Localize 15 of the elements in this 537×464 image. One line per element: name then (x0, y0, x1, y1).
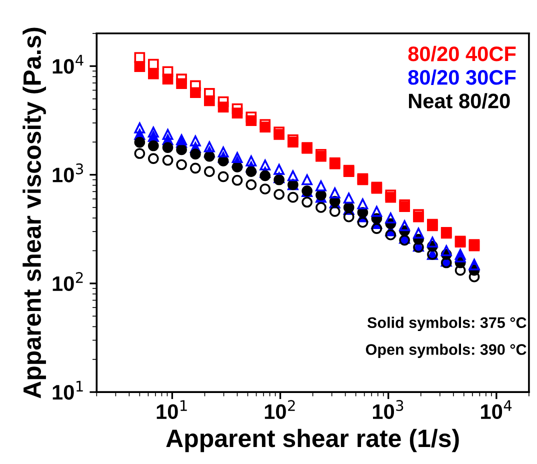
x-tick-label: 10$^{2}$ (264, 400, 295, 420)
text: 80/20 40CF (408, 46, 516, 62)
x-axis-title: Apparent shear rate (1/s) (166, 428, 459, 452)
y-tick-label: 10$^{2}$ (52, 272, 83, 292)
y-tick-label: 10$^{4}$ (52, 54, 84, 74)
annotation: Open symbols: 390 °C (366, 344, 526, 358)
y-tick-label: 10$^{3}$ (52, 163, 84, 182)
text: Neat 80/20 (408, 93, 510, 109)
x-tick-label: 10$^{1}$ (156, 400, 187, 420)
text: 80/20 30CF (408, 69, 516, 86)
x-tick-label: 10$^{3}$ (372, 400, 404, 420)
annotation: Solid symbols: 375 °C (367, 316, 526, 332)
y-tick-label: 10$^{1}$ (52, 380, 83, 400)
y-axis-title: Apparent shear viscosity (Pa.s) (22, 28, 46, 398)
x-tick-label: 10$^{4}$ (481, 400, 512, 420)
